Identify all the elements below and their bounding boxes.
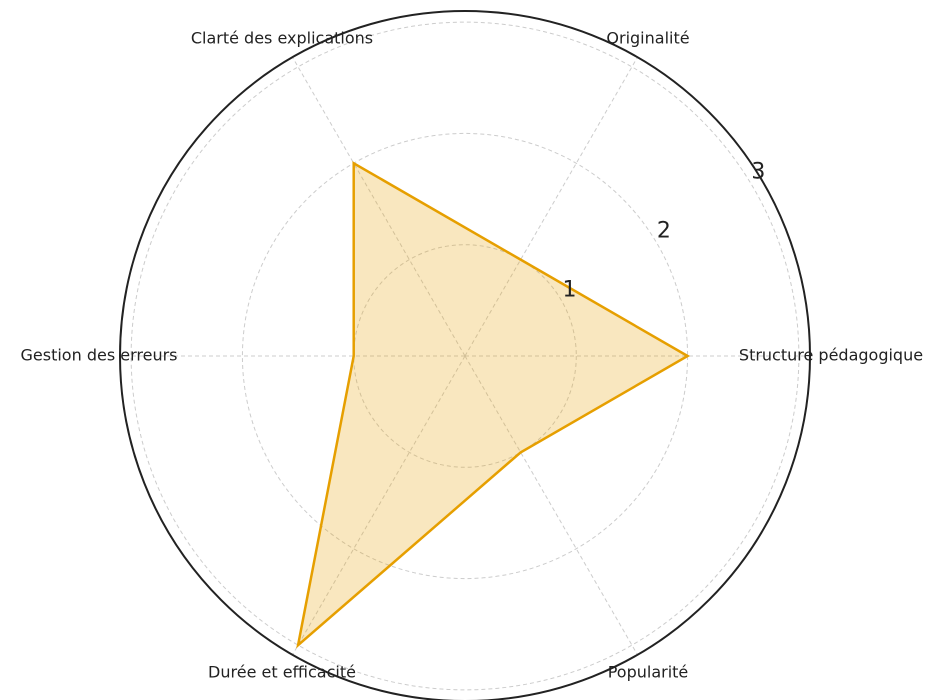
category-label: Popularité bbox=[608, 662, 689, 681]
category-label: Structure pédagogique bbox=[739, 346, 923, 365]
grid-circle bbox=[130, 21, 800, 691]
r-tick-label: 2 bbox=[657, 219, 671, 244]
grid-circle bbox=[353, 244, 577, 468]
category-label: Gestion des erreurs bbox=[21, 346, 178, 365]
category-label: Originalité bbox=[606, 29, 689, 48]
radar-area bbox=[296, 161, 691, 649]
grid-spoke bbox=[292, 355, 466, 656]
category-label: Clarté des explications bbox=[191, 29, 373, 48]
category-label: Durée et efficacité bbox=[208, 662, 356, 681]
r-tick-label: 1 bbox=[563, 278, 577, 303]
grid-spoke bbox=[292, 56, 466, 357]
grid-spoke bbox=[464, 355, 638, 656]
outer-frame bbox=[119, 10, 811, 700]
r-tick-label: 3 bbox=[751, 160, 765, 185]
grid-spoke bbox=[464, 56, 638, 357]
